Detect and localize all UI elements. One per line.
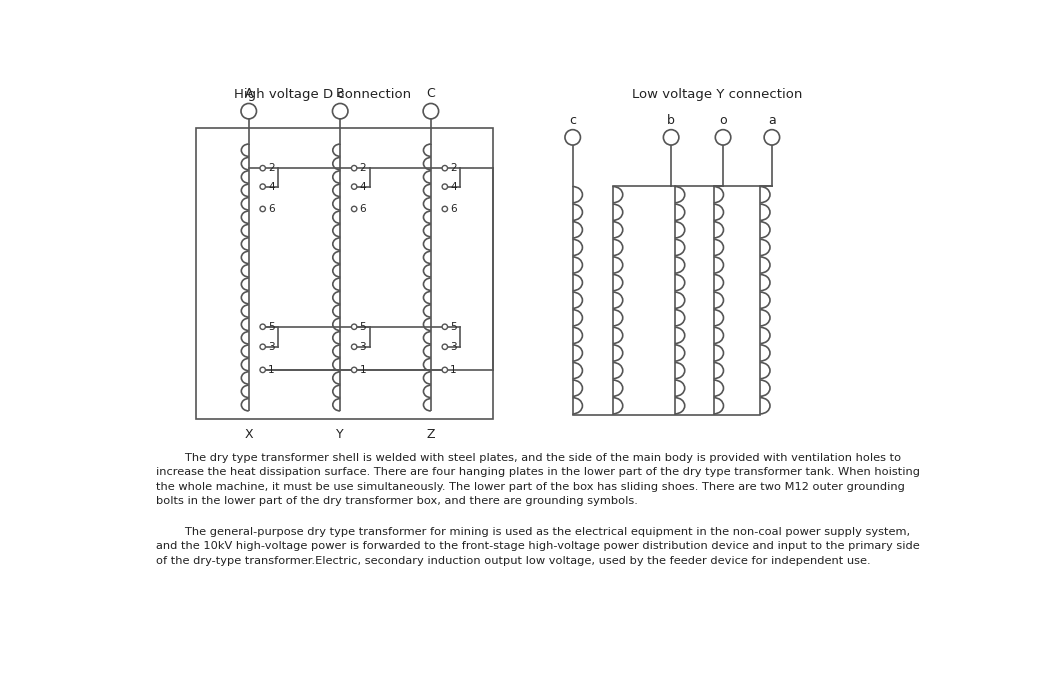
Text: 2: 2	[359, 163, 366, 173]
Text: 4: 4	[359, 182, 366, 192]
Circle shape	[352, 324, 357, 329]
Circle shape	[442, 165, 447, 171]
Text: o: o	[720, 114, 727, 127]
Text: 2: 2	[268, 163, 275, 173]
Text: 4: 4	[450, 182, 457, 192]
Text: Y: Y	[336, 429, 344, 442]
Circle shape	[442, 367, 447, 373]
Text: 6: 6	[450, 204, 457, 214]
Text: Low voltage Y connection: Low voltage Y connection	[633, 88, 802, 101]
Text: 6: 6	[359, 204, 366, 214]
Circle shape	[352, 367, 357, 373]
Circle shape	[442, 344, 447, 349]
Circle shape	[241, 103, 257, 119]
Text: B: B	[336, 88, 344, 101]
Circle shape	[442, 184, 447, 189]
Text: A: A	[245, 88, 253, 101]
Circle shape	[260, 206, 265, 212]
Text: 5: 5	[450, 322, 457, 332]
Text: b: b	[667, 114, 675, 127]
Text: 1: 1	[359, 365, 366, 375]
Circle shape	[565, 130, 581, 145]
Circle shape	[442, 324, 447, 329]
Circle shape	[352, 344, 357, 349]
Text: 3: 3	[450, 342, 457, 352]
Circle shape	[442, 206, 447, 212]
Circle shape	[423, 103, 439, 119]
Text: 3: 3	[268, 342, 275, 352]
Circle shape	[764, 130, 779, 145]
Circle shape	[260, 367, 265, 373]
Text: 2: 2	[450, 163, 457, 173]
Text: 4: 4	[268, 182, 275, 192]
Text: 5: 5	[268, 322, 275, 332]
Text: 1: 1	[450, 365, 457, 375]
Circle shape	[716, 130, 730, 145]
Text: Z: Z	[426, 429, 435, 442]
Text: 1: 1	[268, 365, 275, 375]
Circle shape	[664, 130, 678, 145]
Text: C: C	[426, 88, 436, 101]
Text: The dry type transformer shell is welded with steel plates, and the side of the : The dry type transformer shell is welded…	[156, 453, 920, 506]
Circle shape	[352, 206, 357, 212]
Text: The general-purpose dry type transformer for mining is used as the electrical eq: The general-purpose dry type transformer…	[156, 527, 919, 566]
Circle shape	[260, 165, 265, 171]
Circle shape	[260, 324, 265, 329]
Circle shape	[260, 344, 265, 349]
Text: X: X	[245, 429, 253, 442]
Text: a: a	[768, 114, 776, 127]
Circle shape	[352, 165, 357, 171]
Text: c: c	[569, 114, 577, 127]
Text: 6: 6	[268, 204, 275, 214]
Circle shape	[260, 184, 265, 189]
Text: 5: 5	[359, 322, 366, 332]
Circle shape	[352, 184, 357, 189]
Text: High voltage D connection: High voltage D connection	[234, 88, 411, 101]
Circle shape	[333, 103, 348, 119]
Text: 3: 3	[359, 342, 366, 352]
